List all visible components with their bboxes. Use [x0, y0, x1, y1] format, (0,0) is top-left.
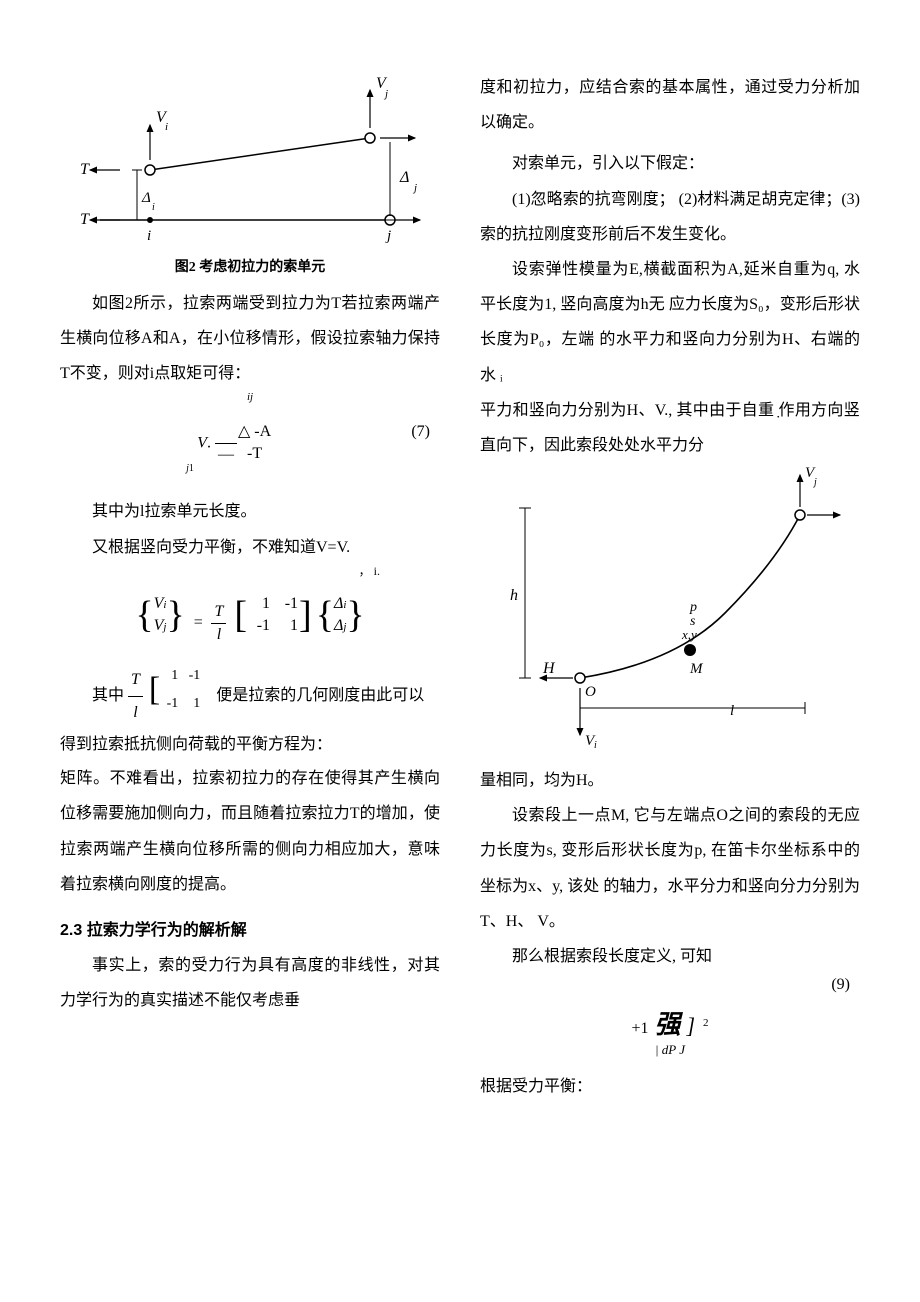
- svg-text:j: j: [412, 182, 417, 194]
- svg-text:O: O: [585, 684, 596, 700]
- svg-text:i: i: [152, 202, 155, 213]
- left-para-3: 又根据竖向受力平衡，不难知道V=V.: [60, 530, 440, 565]
- right-para-4: 设索弹性模量为E,横截面积为A,延米自重为q, 水平长度为1, 竖向高度为h无 …: [480, 252, 860, 393]
- equation-7: V. — △ -A -T (7) j1: [60, 413, 440, 485]
- svg-text:i: i: [147, 228, 151, 244]
- figure-3-svg: h H O M l V j V i p s x,y: [485, 463, 855, 753]
- svg-text:l: l: [730, 703, 734, 719]
- svg-text:i: i: [594, 740, 597, 751]
- right-para-1: 度和初拉力，应结合索的基本属性，通过受力分析加以确定。: [480, 70, 860, 140]
- right-para-8: 根据受力平衡：: [480, 1069, 860, 1104]
- svg-text:p: p: [689, 600, 697, 615]
- equation-8: { Vi Vj } = T l [ 1-1 -11 ]: [60, 593, 440, 647]
- left-para-4: 其中 T l [ 1-1 -11 便是拉索的几何刚度由此可以得到拉索抵抗侧向荷载…: [60, 662, 440, 761]
- svg-text:Δ: Δ: [399, 169, 409, 186]
- svg-text:T: T: [80, 211, 90, 228]
- left-para-6: 事实上，索的受力行为具有高度的非线性，对其力学行为的真实描述不能仅考虑垂: [60, 948, 440, 1018]
- figure-2-svg: T T V i V j Δ i Δ j i j: [70, 70, 430, 250]
- left-para-3-sub: ， i.: [60, 565, 440, 577]
- equation-9: +1 强 ] 2 | dP J: [480, 1007, 860, 1060]
- left-para-5: 矩阵。不难看出，拉索初拉力的存在使得其产生横向位移需要施加侧向力，而且随着拉索拉…: [60, 761, 440, 902]
- svg-text:h: h: [510, 587, 518, 604]
- svg-text:i: i: [165, 121, 168, 133]
- right-para-6: 设索段上一点M, 它与左端点O之间的索段的无应力长度为s, 变形后形状长度为p,…: [480, 798, 860, 939]
- svg-text:H: H: [542, 660, 556, 677]
- svg-text:x,y: x,y: [681, 627, 697, 642]
- heading-2-3: 2.3 拉索力学行为的解析解: [60, 916, 440, 940]
- right-para-7: 那么根据索段长度定义, 可知: [480, 939, 860, 974]
- svg-text:Δ: Δ: [141, 190, 151, 206]
- equation-9-num: (9): [480, 974, 860, 996]
- right-para-5: 量相同，均为H。: [480, 763, 860, 798]
- left-para-1-sub: ij: [60, 392, 440, 403]
- right-para-3: (1)忽略索的抗弯刚度； (2)材料满足胡克定律；(3)索的抗拉刚度变形前后不发…: [480, 182, 860, 252]
- right-para-4b: 平力和竖向力分别为H、V., 其中由于自重 ̣作用方向竖直向下，因此索段处处水平…: [480, 393, 860, 463]
- right-para-2: 对索单元，引入以下假定：: [480, 146, 860, 181]
- left-para-2: 其中为l拉索单元长度。: [60, 494, 440, 529]
- svg-text:M: M: [689, 661, 704, 677]
- figure-2-caption: 图2 考虑初拉力的索单元: [60, 256, 440, 276]
- left-para-1: 如图2所示，拉索两端受到拉力为T若拉索两端产生横向位移A和A，在小位移情形，假设…: [60, 286, 440, 392]
- svg-text:T: T: [80, 161, 90, 178]
- svg-text:j: j: [385, 228, 391, 244]
